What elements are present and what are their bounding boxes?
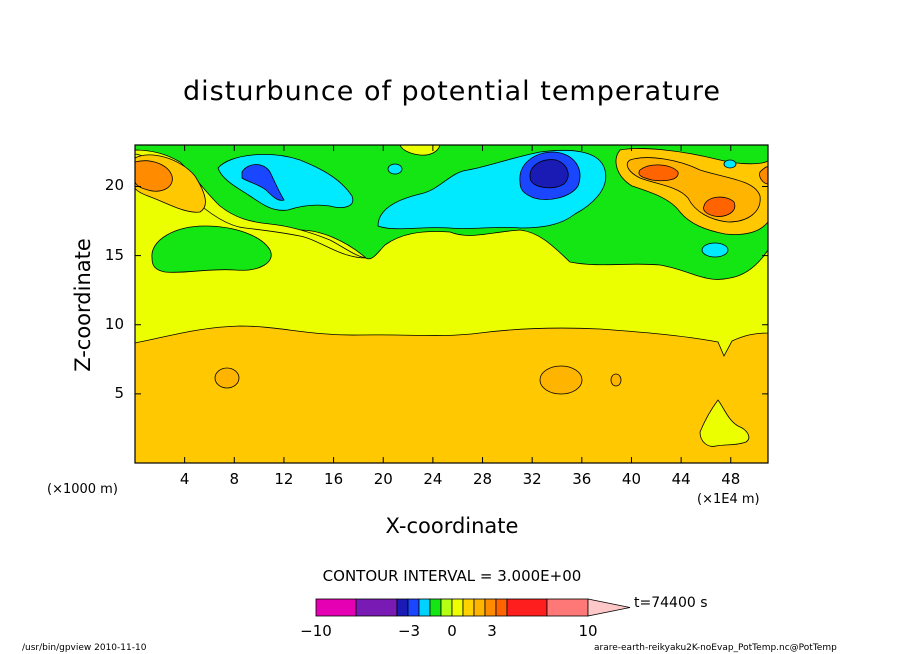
y-axis-label: Z-coordinate bbox=[71, 238, 95, 372]
colorbar-tick-label: −10 bbox=[300, 622, 332, 640]
x-tick-label: 28 bbox=[472, 470, 493, 488]
x-tick-label: 40 bbox=[621, 470, 642, 488]
colorbar-arrow bbox=[587, 598, 631, 617]
y-tick-label: 20 bbox=[104, 176, 124, 195]
x-tick-label: 32 bbox=[522, 470, 542, 488]
region-cool-small1 bbox=[387, 163, 403, 175]
colorbar-swatch bbox=[546, 598, 589, 617]
y-tick-marks bbox=[135, 185, 768, 395]
footer-left: /usr/bin/gpview 2010-11-10 bbox=[22, 643, 147, 653]
chart-title: disturbunce of potential temperature bbox=[183, 76, 721, 107]
x-tick-label: 4 bbox=[179, 470, 190, 488]
plot-frame bbox=[134, 144, 769, 464]
colorbar-swatch bbox=[484, 598, 497, 617]
colorbar-swatch bbox=[396, 598, 409, 617]
x-tick-marks bbox=[184, 145, 732, 463]
region-very-cold-right bbox=[529, 159, 569, 189]
heatmap-field bbox=[135, 145, 768, 463]
x-tick-label: 8 bbox=[229, 470, 240, 488]
x-tick-label: 20 bbox=[373, 470, 393, 488]
region-warm-right-core1 bbox=[638, 164, 679, 182]
colorbar-swatch bbox=[506, 598, 548, 617]
region-neutral-bottom bbox=[699, 399, 750, 447]
region-slightly-cool-left bbox=[151, 225, 272, 273]
colorbar-swatch bbox=[429, 598, 442, 617]
region-warm-right-core2 bbox=[703, 196, 736, 217]
x-unit-left: (×1000 m) bbox=[47, 482, 118, 497]
colorbar-swatch bbox=[418, 598, 431, 617]
colorbar-swatch bbox=[315, 598, 357, 617]
y-tick-label: 10 bbox=[104, 314, 124, 333]
colorbar-swatch bbox=[473, 598, 486, 617]
colorbar-swatch bbox=[451, 598, 464, 617]
y-tick-label: 5 bbox=[114, 383, 124, 402]
colorbar-tick-label: 10 bbox=[578, 622, 598, 640]
colorbar-swatch bbox=[462, 598, 475, 617]
time-label: t=74400 s bbox=[634, 595, 708, 611]
x-tick-label: 24 bbox=[423, 470, 443, 488]
colorbar-swatch bbox=[407, 598, 420, 617]
colorbar-tick-label: 0 bbox=[447, 622, 457, 640]
region-cool-small2 bbox=[701, 242, 729, 258]
region-cool-small3 bbox=[723, 159, 737, 169]
region-orange-topleft-core bbox=[135, 160, 173, 192]
region-warm-blob2 bbox=[539, 365, 583, 395]
region-cold-left bbox=[241, 164, 285, 201]
contour-interval-label: CONTOUR INTERVAL = 3.000E+00 bbox=[322, 567, 582, 585]
x-tick-label: 36 bbox=[572, 470, 592, 488]
x-tick-label: 12 bbox=[274, 470, 294, 488]
x-axis-label: X-coordinate bbox=[385, 514, 519, 538]
colorbar-swatch bbox=[440, 598, 453, 617]
colorbar bbox=[315, 598, 631, 617]
colorbar-swatch bbox=[355, 598, 398, 617]
x-tick-label: 44 bbox=[671, 470, 691, 488]
footer-right: arare-earth-reikyaku2K-noEvap_PotTemp.nc… bbox=[594, 643, 837, 653]
colorbar-tick-label: −3 bbox=[397, 622, 421, 640]
region-yellow-top bbox=[399, 145, 441, 156]
colorbar-tick-label: 3 bbox=[487, 622, 497, 640]
x-tick-label: 16 bbox=[324, 470, 344, 488]
region-warm-right-edge bbox=[759, 166, 768, 185]
x-unit-right: (×1E4 m) bbox=[697, 492, 760, 507]
region-warm-blob1 bbox=[214, 367, 240, 389]
region-warm-blob3 bbox=[610, 373, 622, 387]
y-tick-label: 15 bbox=[104, 245, 124, 264]
x-tick-label: 48 bbox=[721, 470, 741, 488]
colorbar-swatch bbox=[495, 598, 508, 617]
